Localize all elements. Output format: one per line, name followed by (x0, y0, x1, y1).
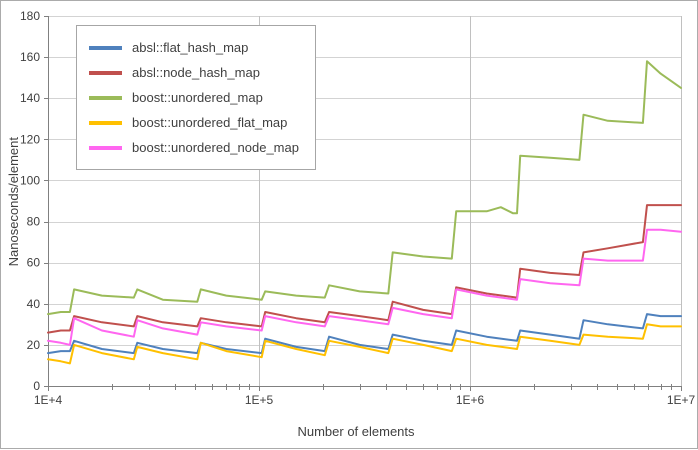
series-line-boost-unordered-node-map (47, 228, 682, 346)
legend-item-boost-unordered-flat-map: boost::unordered_flat_map (89, 110, 299, 135)
y-tick-label: 180 (20, 9, 40, 23)
series-line-boost-unordered-map (47, 60, 682, 316)
legend-label: boost::unordered_map (132, 90, 263, 105)
axis-lines (48, 16, 681, 387)
x-tick-label: 1E+4 (34, 393, 63, 407)
legend-label: absl::node_hash_map (132, 65, 260, 80)
series-line-absl-node-hash-map (47, 204, 682, 334)
y-tick-label: 40 (27, 297, 41, 311)
x-axis-title: Number of elements (297, 424, 415, 439)
legend-item-absl-node-hash-map: absl::node_hash_map (89, 60, 299, 85)
y-tick-label: 160 (20, 50, 40, 64)
legend-line-swatch (89, 95, 122, 100)
y-axis-title: Nanoseconds/element (6, 137, 21, 267)
y-tick-label: 140 (20, 91, 40, 105)
tick-labels: 0 20 40 60 80 100 120 140 160 180 1E+4 1E+5 1E+6 1E+7 (20, 9, 696, 407)
x-tick-label: 1E+6 (456, 393, 485, 407)
x-tick-label: 1E+5 (245, 393, 274, 407)
axis-ticks (44, 16, 682, 391)
y-tick-label: 120 (20, 132, 40, 146)
legend-item-boost-unordered-node-map: boost::unordered_node_map (89, 135, 299, 160)
y-tick-label: 0 (33, 379, 40, 393)
legend-line-swatch (89, 120, 122, 125)
legend-label: boost::unordered_flat_map (132, 115, 288, 130)
legend-item-absl-flat-hash-map: absl::flat_hash_map (89, 35, 299, 60)
y-tick-label: 100 (20, 173, 40, 187)
legend-label: absl::flat_hash_map (132, 40, 249, 55)
legend-line-swatch (89, 145, 122, 150)
y-tick-label: 80 (27, 215, 41, 229)
series-line-absl-flat-hash-map (47, 313, 682, 355)
x-tick-label: 1E+7 (667, 393, 696, 407)
legend-line-swatch (89, 45, 122, 50)
legend-label: boost::unordered_node_map (132, 140, 299, 155)
y-tick-label: 20 (27, 338, 41, 352)
legend-item-boost-unordered-map: boost::unordered_map (89, 85, 299, 110)
series-line-boost-unordered-flat-map (47, 323, 682, 365)
series-lines (47, 60, 682, 365)
legend-line-swatch (89, 70, 122, 75)
vertical-gridlines (259, 16, 682, 386)
y-tick-label: 60 (27, 256, 41, 270)
